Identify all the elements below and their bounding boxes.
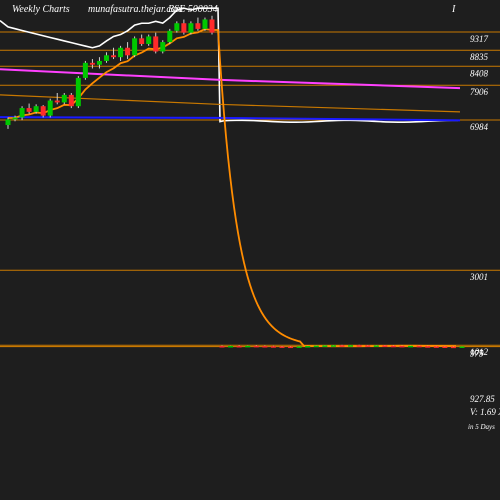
candle-body bbox=[322, 345, 328, 347]
price-level-label: 6984 bbox=[470, 122, 489, 132]
candle-body bbox=[153, 36, 159, 52]
candle-body bbox=[305, 346, 311, 348]
candle-body bbox=[270, 346, 276, 348]
candle-body bbox=[160, 42, 166, 52]
candle-body bbox=[167, 30, 173, 43]
price-level-label: 3001 bbox=[469, 272, 488, 282]
candle-body bbox=[459, 346, 465, 348]
candle-body bbox=[125, 47, 131, 56]
close-value-label: 927.85 bbox=[470, 394, 495, 404]
candle-body bbox=[40, 106, 46, 116]
candle-body bbox=[82, 62, 88, 78]
candle-body bbox=[132, 38, 138, 56]
candle-body bbox=[5, 119, 11, 126]
ema-long-line bbox=[0, 68, 461, 90]
high-line bbox=[0, 7, 459, 124]
candle-body bbox=[61, 94, 67, 103]
candle-body bbox=[288, 346, 294, 349]
price-level-label: 8835 bbox=[470, 52, 489, 62]
candle-body bbox=[339, 345, 345, 347]
candle-body bbox=[209, 19, 215, 33]
candle-body bbox=[188, 23, 194, 33]
chart-source: munafasutra.thejar.com bbox=[88, 4, 183, 15]
candle-body bbox=[348, 345, 354, 347]
volume-label: V: 1.69 X bbox=[470, 407, 500, 417]
chart-title: Weekly Charts bbox=[12, 4, 70, 15]
candle-body bbox=[425, 346, 431, 348]
candle-body bbox=[433, 346, 439, 348]
price-level-label: 9317 bbox=[470, 34, 489, 44]
price-level-label: 7906 bbox=[470, 87, 489, 97]
candle-body bbox=[195, 23, 201, 29]
candle-body bbox=[365, 345, 371, 347]
ema-short-line bbox=[7, 28, 457, 348]
candle-body bbox=[382, 345, 388, 347]
candles bbox=[5, 15, 465, 349]
candle-body bbox=[89, 62, 95, 65]
candle-body bbox=[442, 346, 448, 348]
candle-body bbox=[313, 345, 319, 348]
candle-body bbox=[202, 19, 208, 29]
candle-body bbox=[118, 47, 124, 58]
candle-body bbox=[228, 345, 234, 348]
price-level-label: 975 bbox=[470, 349, 484, 359]
candle-body bbox=[236, 345, 242, 348]
candle-body bbox=[356, 345, 362, 347]
candle-body bbox=[330, 345, 336, 347]
chart-symbol: BSE 500034 bbox=[168, 4, 218, 15]
candle-body bbox=[103, 55, 109, 61]
candle-body bbox=[450, 346, 456, 349]
price-level-label: 8408 bbox=[470, 68, 489, 78]
candle-body bbox=[54, 100, 60, 103]
candle-body bbox=[146, 36, 152, 44]
candle-body bbox=[253, 345, 259, 348]
blue-average-line bbox=[0, 116, 461, 122]
candle-body bbox=[26, 108, 32, 112]
candle-body bbox=[181, 23, 187, 33]
candle-body bbox=[12, 117, 18, 120]
candle-body bbox=[174, 23, 180, 31]
price-level-label: 1012 bbox=[470, 347, 489, 357]
header-marker: I bbox=[451, 4, 456, 15]
candle-body bbox=[245, 345, 251, 348]
candle-body bbox=[296, 346, 302, 348]
candle-body bbox=[75, 77, 81, 107]
price-level-lines bbox=[0, 31, 500, 348]
candle-body bbox=[96, 60, 102, 65]
candle-body bbox=[399, 345, 405, 348]
candle-body bbox=[373, 345, 379, 347]
candle-body bbox=[47, 100, 53, 116]
candle-body bbox=[33, 106, 39, 112]
candle-body bbox=[68, 94, 74, 107]
candle-body bbox=[279, 346, 285, 348]
period-label: in 5 Days bbox=[468, 423, 495, 431]
price-level-label: 979 bbox=[470, 348, 484, 358]
candle-body bbox=[139, 38, 145, 44]
candle-body bbox=[390, 345, 396, 348]
candle-body bbox=[262, 346, 268, 348]
candle-body bbox=[408, 345, 414, 348]
candle-body bbox=[19, 108, 25, 118]
candle-body bbox=[416, 345, 422, 348]
candle-body bbox=[219, 346, 225, 348]
indicator-lines bbox=[0, 7, 461, 348]
candle-body bbox=[111, 55, 117, 58]
